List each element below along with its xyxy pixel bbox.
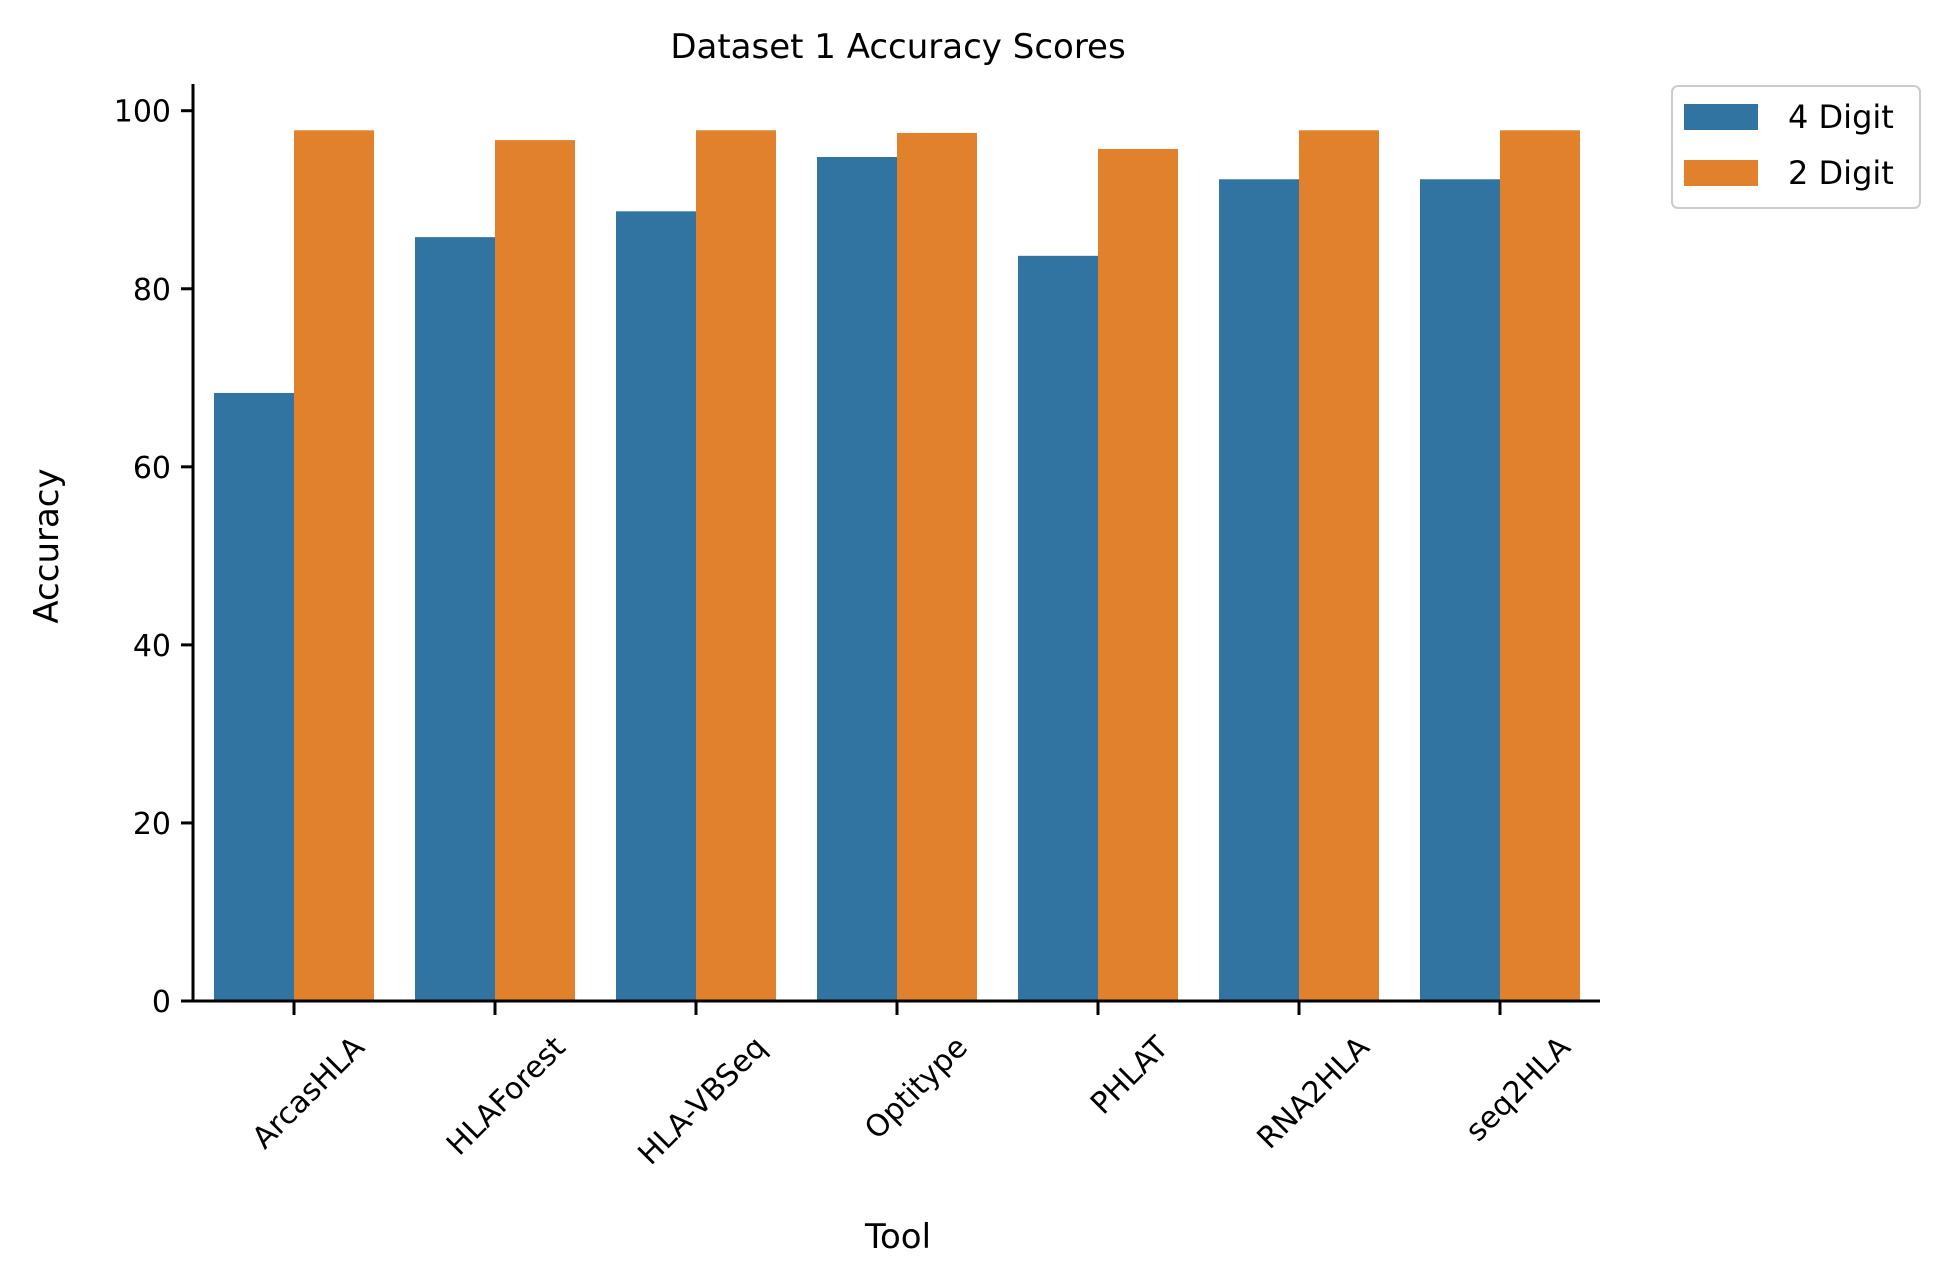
bar-4-digit-hla-vbseq bbox=[616, 211, 696, 1001]
x-tick-label-hlaforest: HLAForest bbox=[440, 1030, 573, 1163]
bar-4-digit-optitype bbox=[817, 157, 897, 1001]
y-tick-label-0: 0 bbox=[152, 985, 171, 1020]
legend-swatch-4-digit bbox=[1684, 104, 1758, 130]
y-tick-label-60: 60 bbox=[133, 451, 171, 486]
x-tick-label-hla-vbseq: HLA-VBSeq bbox=[632, 1030, 774, 1172]
x-tick-label-seq2hla: seq2HLA bbox=[1459, 1030, 1578, 1149]
legend-label-2-digit: 2 Digit bbox=[1788, 154, 1894, 192]
bar-2-digit-hla-vbseq bbox=[696, 130, 776, 1001]
x-tick-label-optitype: Optitype bbox=[858, 1030, 975, 1147]
chart-title: Dataset 1 Accuracy Scores bbox=[670, 27, 1125, 67]
x-tick-label-arcashla: ArcasHLA bbox=[246, 1030, 372, 1156]
x-tick-label-rna2hla: RNA2HLA bbox=[1251, 1030, 1377, 1156]
bar-4-digit-seq2hla bbox=[1420, 179, 1500, 1001]
bars-layer bbox=[214, 130, 1580, 1002]
bar-4-digit-rna2hla bbox=[1219, 179, 1299, 1001]
legend-label-4-digit: 4 Digit bbox=[1788, 98, 1894, 136]
bar-2-digit-phlat bbox=[1098, 148, 1178, 1001]
legend: 4 Digit 2 Digit bbox=[1671, 85, 1921, 209]
y-axis-title: Accuracy bbox=[27, 468, 67, 623]
y-tick-label-80: 80 bbox=[133, 273, 171, 308]
bar-2-digit-seq2hla bbox=[1500, 130, 1580, 1001]
bar-2-digit-hlaforest bbox=[495, 140, 575, 1001]
y-tick-label-40: 40 bbox=[133, 629, 171, 664]
bar-4-digit-arcashla bbox=[214, 392, 294, 1002]
bar-2-digit-optitype bbox=[897, 132, 977, 1002]
y-tick-label-20: 20 bbox=[133, 807, 171, 842]
bar-4-digit-phlat bbox=[1018, 255, 1098, 1001]
bar-2-digit-arcashla bbox=[294, 130, 374, 1001]
y-tick-label-100: 100 bbox=[114, 95, 171, 130]
x-tick-label-phlat: PHLAT bbox=[1084, 1029, 1176, 1121]
bar-2-digit-rna2hla bbox=[1299, 130, 1379, 1001]
bar-4-digit-hlaforest bbox=[415, 237, 495, 1001]
x-axis-title: Tool bbox=[864, 1217, 931, 1257]
legend-swatch-2-digit bbox=[1684, 160, 1758, 186]
